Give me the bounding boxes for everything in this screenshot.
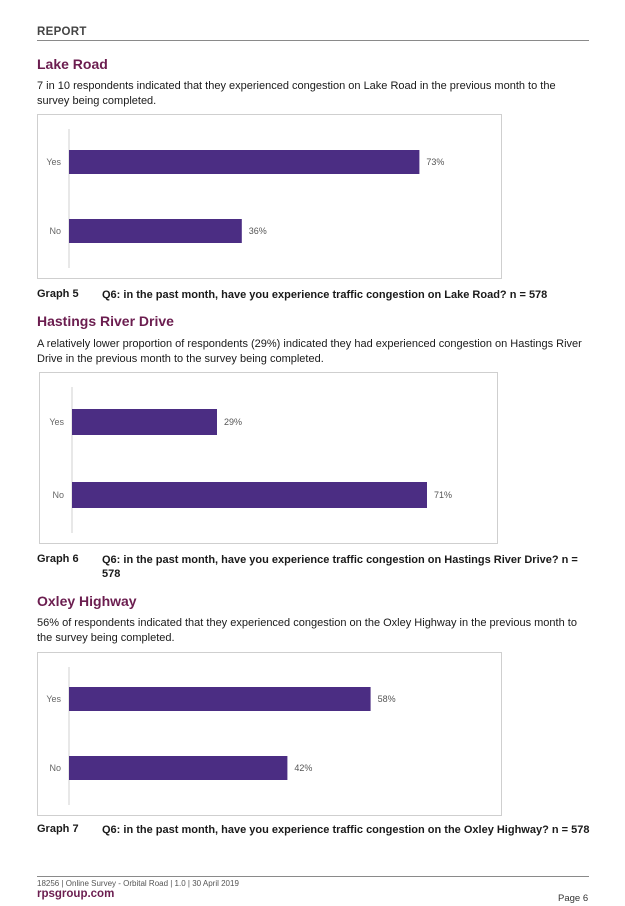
data-label: 58%	[378, 694, 396, 704]
footer-rule	[37, 876, 589, 877]
bar-yes	[72, 409, 217, 435]
header-rule	[37, 40, 589, 41]
data-label: 71%	[434, 490, 452, 500]
category-label: Yes	[49, 417, 64, 427]
category-label: No	[49, 763, 61, 773]
bar-no	[69, 219, 242, 243]
category-label: Yes	[46, 694, 61, 704]
caption-number: Graph 6	[37, 553, 79, 565]
section-heading-lake-road: Lake Road	[37, 56, 108, 72]
caption-text: Q6: in the past month, have you experien…	[102, 554, 578, 580]
footer-site-link[interactable]: rpsgroup.com	[37, 888, 115, 900]
page-number: Page 6	[558, 893, 589, 904]
section-paragraph: A relatively lower proportion of respond…	[37, 338, 582, 365]
category-label: Yes	[46, 157, 61, 167]
header-label: REPORT	[37, 26, 87, 38]
bar-chart-hastings-river-drive: Yes 29% No 71%	[39, 372, 498, 544]
section-paragraph: 56% of respondents indicated that they e…	[37, 617, 577, 644]
footer-meta: 18256 | Online Survey - Orbital Road | 1…	[37, 879, 239, 888]
section-heading-hastings-river-drive: Hastings River Drive	[37, 313, 174, 329]
bar-chart-lake-road: Yes 73% No 36%	[37, 114, 502, 279]
category-label: No	[52, 490, 64, 500]
caption-text: Q6: in the past month, have you experien…	[102, 289, 548, 301]
section-paragraph: 7 in 10 respondents indicated that they …	[37, 80, 556, 107]
bar-yes	[69, 150, 420, 174]
category-label: No	[49, 226, 61, 236]
data-label: 36%	[249, 226, 267, 236]
caption-number: Graph 5	[37, 288, 79, 300]
bar-chart-oxley-highway: Yes 58% No 42%	[37, 652, 502, 816]
bar-yes	[69, 687, 371, 711]
data-label: 29%	[224, 417, 242, 427]
caption-number: Graph 7	[37, 823, 79, 835]
data-label: 73%	[426, 157, 444, 167]
bar-no	[69, 756, 288, 780]
caption-text: Q6: in the past month, have you experien…	[102, 824, 590, 836]
section-heading-oxley-highway: Oxley Highway	[37, 593, 137, 609]
bar-no	[72, 482, 427, 508]
data-label: 42%	[294, 763, 312, 773]
